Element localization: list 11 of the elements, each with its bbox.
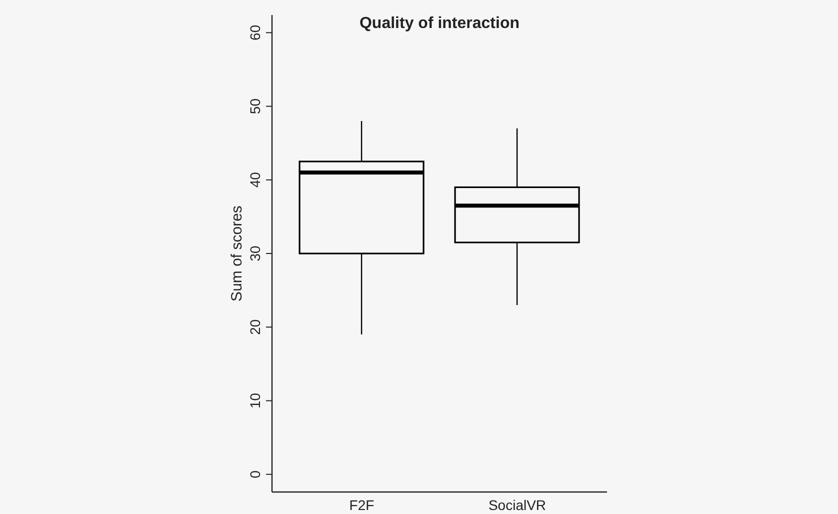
y-tick-label: 20 — [247, 319, 263, 335]
y-axis-title: Sum of scores — [228, 206, 246, 302]
y-tick-label: 10 — [247, 392, 263, 409]
y-tick-label: 0 — [247, 470, 263, 478]
chart-title: Quality of interaction — [358, 14, 520, 34]
x-tick-label: SocialVR — [488, 496, 546, 513]
y-tick-label: 60 — [247, 24, 263, 40]
y-tick-label: 40 — [247, 172, 263, 188]
y-tick-label: 30 — [247, 246, 263, 262]
y-tick-label: 50 — [247, 98, 263, 114]
x-tick-label: F2F — [349, 496, 374, 513]
